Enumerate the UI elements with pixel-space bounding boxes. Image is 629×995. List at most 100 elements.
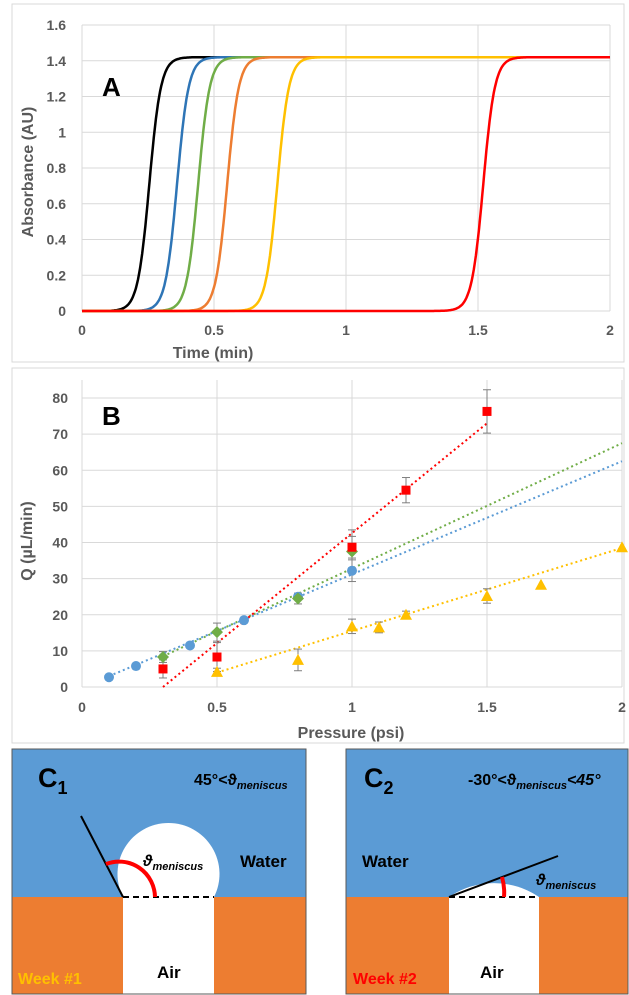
x-tick-label: 0.5 [207,699,227,715]
x-tick-label: 0 [78,322,86,338]
data-point [211,626,223,639]
data-point [158,664,168,674]
x-tick-label: 1 [348,699,356,715]
panel-a-label: A [102,72,121,102]
x-tick-label: 0.5 [204,322,224,338]
c2-substrate-right [539,897,628,994]
c2-week-label: Week #2 [353,971,417,988]
panel-b: 0 10 20 30 40 50 60 70 80 0 0.5 1 1.5 2 B Pressure (… [11,367,628,744]
x-tick-label: 1.5 [468,322,488,338]
c1-water-label: Water [240,852,287,871]
absorbance-curve [82,55,610,313]
c2-air-label: Air [480,963,504,982]
trendline [216,546,623,674]
y-tick-label: 1.6 [47,17,67,33]
panel-a-y-axis-label: Absorbance (AU) [20,107,37,238]
x-tick-label: 0 [78,699,86,715]
c1-air-label: Air [157,963,181,982]
panel-b-label: B [102,401,121,431]
c2-angle-arc [500,876,507,898]
c2-water-label: Water [362,852,409,871]
c1-week-label: Week #1 [18,971,82,988]
c1-air-bubble [117,822,220,897]
y-tick-label: 30 [52,571,68,587]
data-point [346,620,358,632]
data-point [616,541,628,553]
data-point [185,640,195,651]
c1-tangent-line [80,815,124,898]
data-point [212,652,222,662]
y-tick-label: 0.2 [47,267,67,283]
panel-b-points [104,406,628,683]
data-point [211,665,223,677]
data-point [373,621,385,633]
data-point [481,589,493,601]
x-tick-label: 1 [342,322,350,338]
c2-angle-condition: -30°<ϑmeniscus<45° [468,772,601,792]
y-tick-label: 80 [52,390,68,406]
panel-b-x-ticks: 0 0.5 1 1.5 2 [78,699,626,715]
y-tick-label: 1.2 [47,89,67,105]
panel-a: 0 0.2 0.4 0.6 0.8 1 1.2 1.4 1.6 0 0.5 1 1.5 2 A Time… [11,3,625,363]
c1-frame [11,748,307,995]
c2-water-region [346,749,628,897]
panel-a-gridlines [81,24,611,312]
c2-tangent-line [448,855,559,898]
data-point [400,608,412,620]
panel-b-x-axis-label: Pressure (psi) [298,725,405,742]
y-tick-label: 0.4 [47,232,67,248]
x-tick-label: 2 [606,322,614,338]
panel-b-y-axis-label: Q (µL/min) [19,501,36,580]
y-tick-label: 0 [60,679,68,695]
c1-substrate-left [12,897,123,994]
trendline [162,442,623,658]
y-tick-label: 70 [52,426,68,442]
data-point [292,653,304,665]
data-point [535,578,547,590]
panel-a-x-ticks: 0 0.5 1 1.5 2 [78,322,614,338]
c2-theta-label: ϑmeniscus [535,872,596,892]
c1-air-channel [123,897,214,994]
data-point [347,542,357,552]
data-point [482,406,492,416]
data-point [104,672,114,683]
panel-a-x-axis-label: Time (min) [173,345,254,362]
data-point [292,592,304,605]
data-point [347,565,357,576]
panel-b-trendlines [108,422,623,688]
panel-a-y-ticks: 0 0.2 0.4 0.6 0.8 1 1.2 1.4 1.6 [47,17,67,319]
c1-angle-arc [105,859,157,898]
panel-b-frame [11,367,625,744]
c2-frame [345,748,629,995]
c1-panel-label: C1 [38,763,68,798]
c2-air-bubble [449,883,539,897]
panel-c1: C1 45°<ϑmeniscus ϑmeniscus Water Air Wee… [11,748,307,995]
c1-theta-label: ϑmeniscus [142,853,203,873]
panel-b-y-ticks: 0 10 20 30 40 50 60 70 80 [52,390,68,695]
c2-substrate-left [346,897,449,994]
c1-angle-condition: 45°<ϑmeniscus [194,772,288,792]
y-tick-label: 20 [52,607,68,623]
x-tick-label: 1.5 [477,699,497,715]
data-point [239,615,249,626]
x-tick-label: 2 [618,699,626,715]
panel-a-frame [11,3,625,363]
y-tick-label: 60 [52,462,68,478]
y-tick-label: 40 [52,535,68,551]
data-point [131,661,141,672]
c2-air-channel [449,897,539,994]
y-tick-label: 0 [58,303,66,319]
y-tick-label: 0.6 [47,196,67,212]
y-tick-label: 1 [58,124,66,140]
panel-a-curves [82,55,610,313]
data-point [401,485,411,495]
y-tick-label: 0.8 [47,160,67,176]
c2-panel-label: C2 [364,763,394,798]
data-point [157,651,169,664]
panel-c2: C2 -30°<ϑmeniscus<45° ϑmeniscus Water Ai… [345,748,629,995]
y-tick-label: 1.4 [47,53,67,69]
y-tick-label: 50 [52,498,68,514]
y-tick-label: 10 [52,643,68,659]
c1-substrate-right [214,897,306,994]
